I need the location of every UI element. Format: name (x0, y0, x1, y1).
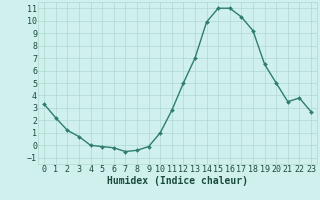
X-axis label: Humidex (Indice chaleur): Humidex (Indice chaleur) (107, 176, 248, 186)
